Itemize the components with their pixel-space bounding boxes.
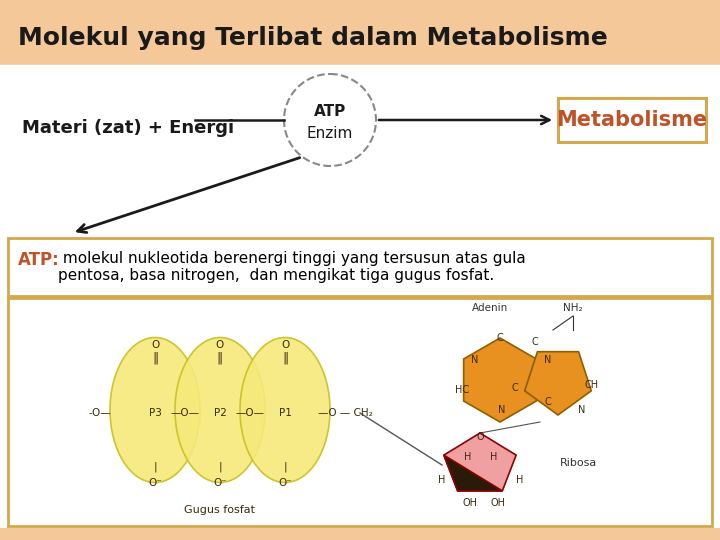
Polygon shape	[464, 338, 536, 422]
Text: C: C	[497, 333, 503, 343]
Text: O: O	[281, 340, 289, 350]
Text: N: N	[472, 355, 479, 365]
Circle shape	[284, 74, 376, 166]
Text: —O — CH₂: —O — CH₂	[318, 408, 373, 418]
Text: H: H	[516, 475, 523, 485]
Text: molekul nukleotida berenergi tinggi yang tersusun atas gula
pentosa, basa nitrog: molekul nukleotida berenergi tinggi yang…	[58, 251, 526, 284]
Text: Metabolisme: Metabolisme	[557, 110, 708, 130]
Text: O⁻: O⁻	[278, 478, 292, 488]
Text: Ribosa: Ribosa	[560, 458, 598, 468]
Text: H: H	[438, 475, 446, 485]
Text: ‖: ‖	[152, 352, 158, 365]
Text: CH: CH	[585, 380, 599, 390]
Text: O⁻: O⁻	[213, 478, 227, 488]
Text: ‖: ‖	[282, 352, 288, 365]
Ellipse shape	[110, 338, 200, 483]
Text: O⁻: O⁻	[148, 478, 162, 488]
Text: OH: OH	[462, 498, 477, 508]
Text: O: O	[151, 340, 159, 350]
FancyBboxPatch shape	[8, 238, 712, 296]
Text: P3: P3	[148, 408, 161, 418]
FancyBboxPatch shape	[8, 298, 712, 526]
Text: Enzim: Enzim	[307, 126, 354, 141]
Bar	[0, 528, 720, 540]
Text: H: H	[490, 452, 498, 462]
Bar	[0, 0, 720, 68]
Text: Molekul yang Terlibat dalam Metabolisme: Molekul yang Terlibat dalam Metabolisme	[18, 26, 608, 50]
Text: HC: HC	[455, 385, 469, 395]
Ellipse shape	[175, 338, 265, 483]
Text: Adenin: Adenin	[472, 303, 508, 313]
Text: ATP: ATP	[314, 105, 346, 119]
Text: Materi (zat) + Energi: Materi (zat) + Energi	[22, 119, 234, 137]
Text: OH: OH	[490, 498, 505, 508]
Text: N: N	[578, 405, 585, 415]
Text: ‖: ‖	[217, 352, 223, 365]
Polygon shape	[444, 455, 503, 491]
Text: N: N	[498, 405, 505, 415]
Text: N: N	[544, 355, 552, 365]
Text: O: O	[216, 340, 224, 350]
Text: C: C	[544, 397, 552, 407]
Text: H: H	[464, 452, 472, 462]
Text: O: O	[476, 432, 484, 442]
Text: NH₂: NH₂	[563, 303, 582, 313]
Text: C: C	[512, 383, 518, 393]
Text: |: |	[218, 462, 222, 472]
Text: C: C	[531, 337, 539, 347]
Text: P2: P2	[214, 408, 226, 418]
Text: Gugus fosfat: Gugus fosfat	[184, 505, 256, 515]
Text: P1: P1	[279, 408, 292, 418]
Polygon shape	[525, 352, 591, 415]
Polygon shape	[444, 433, 516, 491]
Text: |: |	[153, 462, 157, 472]
Text: ATP:: ATP:	[18, 251, 60, 269]
Text: —O—: —O—	[235, 408, 264, 418]
FancyBboxPatch shape	[558, 98, 706, 142]
Text: —O—: —O—	[171, 408, 199, 418]
Text: |: |	[283, 462, 287, 472]
Text: -O—: -O—	[89, 408, 112, 418]
Ellipse shape	[240, 338, 330, 483]
